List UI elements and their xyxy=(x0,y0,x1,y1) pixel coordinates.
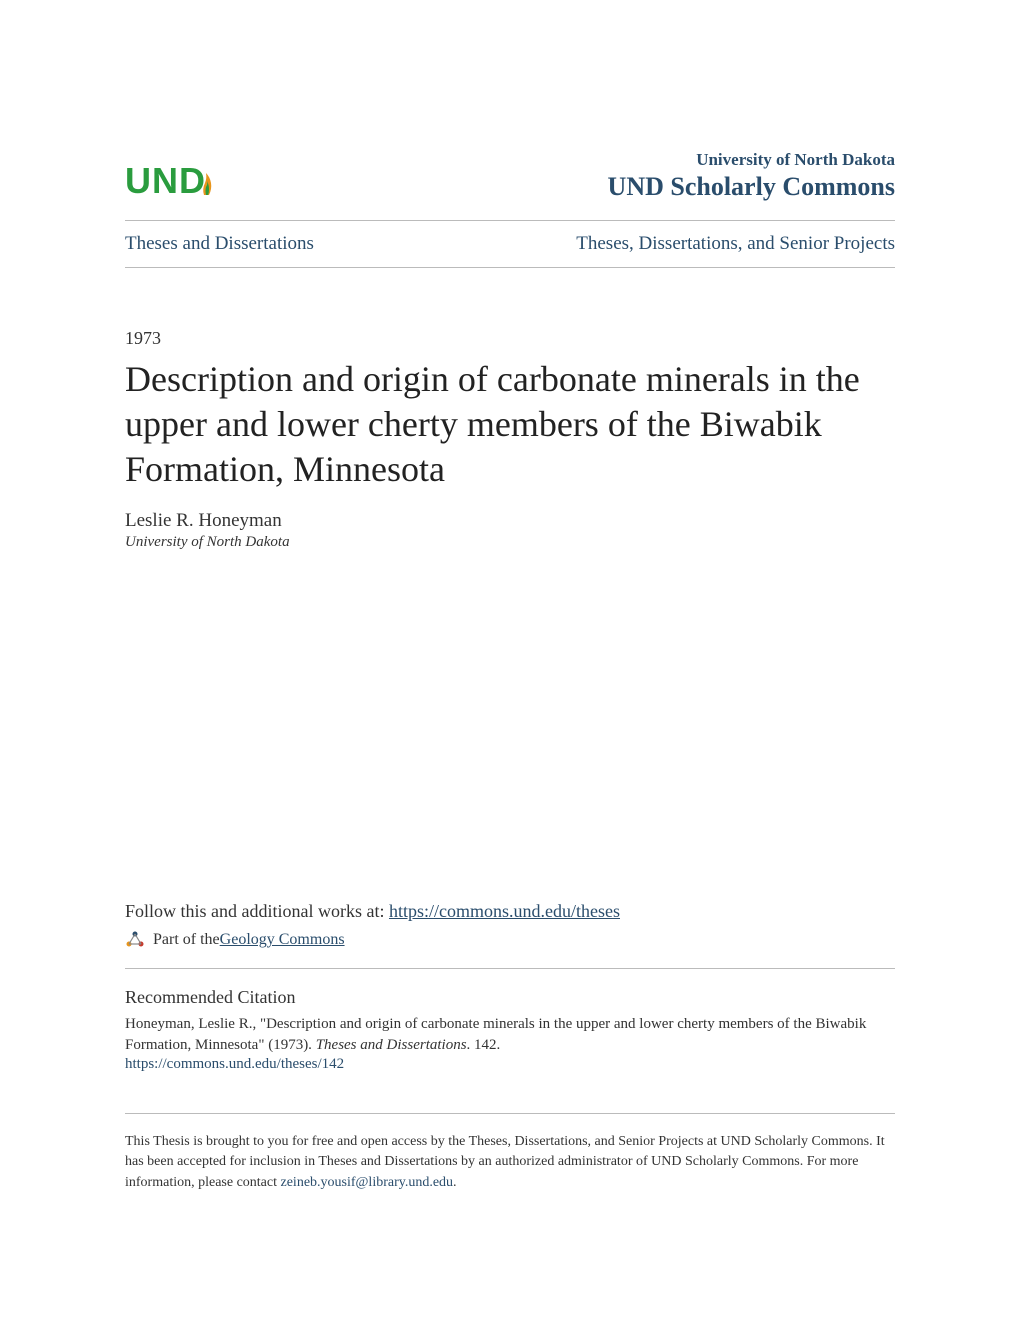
publication-year: 1973 xyxy=(125,328,895,349)
network-icon xyxy=(125,930,145,950)
nav-left-link[interactable]: Theses and Dissertations xyxy=(125,233,314,255)
citation-italic: Theses and Dissertations xyxy=(316,1037,467,1053)
footer-body: This Thesis is brought to you for free a… xyxy=(125,1134,885,1190)
follow-prefix: Follow this and additional works at: xyxy=(125,901,389,921)
part-of-link[interactable]: Geology Commons xyxy=(220,931,345,949)
nav-row: Theses and Dissertations Theses, Dissert… xyxy=(125,220,895,268)
nav-right-link[interactable]: Theses, Dissertations, and Senior Projec… xyxy=(576,233,895,255)
author-name: Leslie R. Honeyman xyxy=(125,510,895,532)
follow-url-link[interactable]: https://commons.und.edu/theses xyxy=(389,901,620,921)
part-of-prefix: Part of the xyxy=(153,931,220,949)
author-affiliation: University of North Dakota xyxy=(125,534,895,551)
footer-email-link[interactable]: zeineb.yousif@library.und.edu xyxy=(281,1175,454,1190)
logo[interactable]: UND xyxy=(125,160,214,202)
commons-name[interactable]: UND Scholarly Commons xyxy=(608,172,895,202)
footer-period: . xyxy=(453,1175,457,1190)
follow-section: Follow this and additional works at: htt… xyxy=(125,901,895,922)
logo-text: UND xyxy=(125,160,206,202)
header-right: University of North Dakota UND Scholarly… xyxy=(608,150,895,202)
citation-heading: Recommended Citation xyxy=(125,987,895,1008)
document-title: Description and origin of carbonate mine… xyxy=(125,357,895,492)
citation-suffix: . 142. xyxy=(467,1037,501,1053)
footer-text: This Thesis is brought to you for free a… xyxy=(125,1132,895,1193)
university-name[interactable]: University of North Dakota xyxy=(608,150,895,170)
flame-icon xyxy=(200,171,214,197)
part-of-section: Part of the Geology Commons xyxy=(125,930,895,950)
footer-divider xyxy=(125,1113,895,1114)
citation-section: Recommended Citation Honeyman, Leslie R.… xyxy=(125,968,895,1073)
header: UND University of North Dakota UND Schol… xyxy=(125,150,895,202)
citation-link[interactable]: https://commons.und.edu/theses/142 xyxy=(125,1056,895,1073)
citation-text: Honeyman, Leslie R., "Description and or… xyxy=(125,1014,895,1056)
